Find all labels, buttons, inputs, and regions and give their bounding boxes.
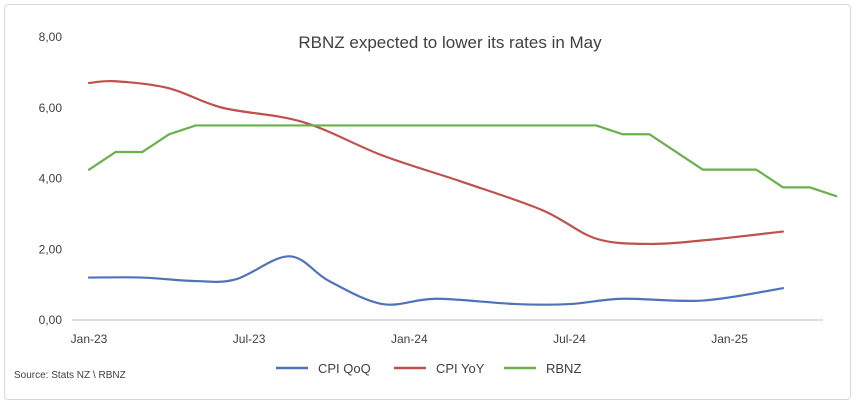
y-tick-label: 8,00 — [39, 30, 63, 44]
legend-label-cpi-qoq: CPI QoQ — [318, 361, 371, 376]
x-tick-label: Jan-25 — [711, 332, 748, 346]
y-axis-ticks: 0,00 2,00 4,00 6,00 8,00 — [39, 30, 63, 327]
x-tick-label: Jul-23 — [233, 332, 266, 346]
x-tick-label: Jan-23 — [71, 332, 108, 346]
y-tick-label: 6,00 — [39, 101, 63, 115]
series-line-rbnz — [87, 124, 838, 198]
legend-label-cpi-yoy: CPI YoY — [436, 361, 485, 376]
x-tick-label: Jan-24 — [391, 332, 428, 346]
y-tick-label: 2,00 — [39, 242, 63, 256]
y-tick-label: 4,00 — [39, 172, 63, 186]
series-line-cpi-yoy — [87, 79, 785, 246]
series-layer — [87, 79, 838, 306]
chart-frame — [4, 4, 851, 400]
legend-label-rbnz: RBNZ — [546, 361, 581, 376]
chart-title: RBNZ expected to lower its rates in May — [298, 33, 602, 52]
y-tick-label: 0,00 — [39, 313, 63, 327]
source-note: Source: Stats NZ \ RBNZ — [14, 370, 126, 381]
legend: CPI QoQ CPI YoY RBNZ — [276, 361, 581, 376]
series-line-cpi-qoq — [87, 255, 785, 306]
x-tick-label: Jul-24 — [553, 332, 586, 346]
x-axis-ticks: Jan-23 Jul-23 Jan-24 Jul-24 Jan-25 — [71, 332, 749, 346]
